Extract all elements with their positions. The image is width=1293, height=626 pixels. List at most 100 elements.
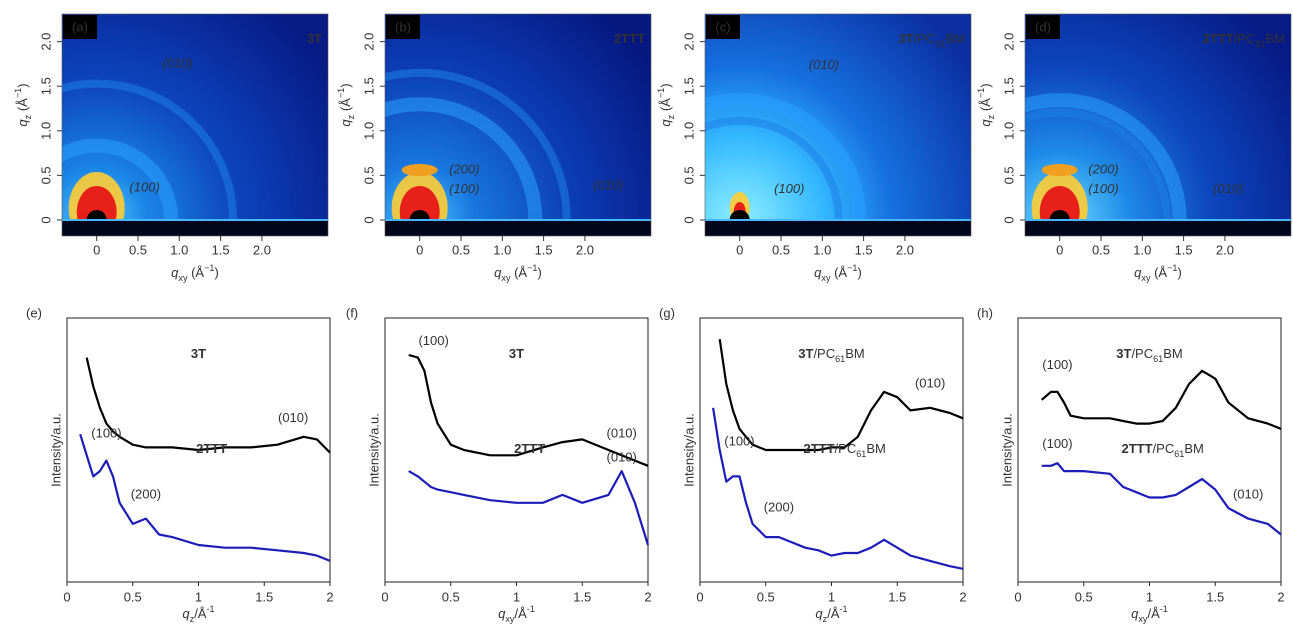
text-run: BM bbox=[866, 441, 886, 456]
text-run: /PC bbox=[1131, 346, 1153, 361]
x-tick-label: 2 bbox=[959, 589, 966, 604]
x-tick-label: 1 bbox=[195, 589, 202, 604]
x-tick-label: 1.5 bbox=[212, 242, 230, 257]
text-run: −1 bbox=[656, 88, 666, 98]
text-run: -1 bbox=[206, 604, 214, 614]
y-axis-label: Intensity/a.u. bbox=[366, 413, 381, 487]
text-run: (Å bbox=[658, 98, 673, 115]
y-tick-label: 1.0 bbox=[1001, 122, 1016, 140]
text-run: q bbox=[498, 606, 506, 621]
y-axis-label: Intensity/a.u. bbox=[681, 413, 696, 487]
text-run: ) bbox=[1177, 265, 1181, 280]
text-run: q bbox=[338, 119, 353, 127]
series-line bbox=[718, 338, 964, 452]
x-tick-label: 0.5 bbox=[1092, 242, 1110, 257]
text-run: ) bbox=[15, 83, 30, 87]
text-run: /Å bbox=[194, 606, 207, 621]
x-tick-label: 0.5 bbox=[452, 242, 470, 257]
text-run: −1 bbox=[13, 88, 23, 98]
y-axis-label: qz (Å−1) bbox=[336, 83, 356, 126]
text-run: q bbox=[1131, 606, 1139, 621]
text-run: −1 bbox=[847, 263, 857, 273]
text-run: q bbox=[815, 606, 823, 621]
text-run: BM bbox=[845, 346, 865, 361]
panel-label: (f) bbox=[346, 305, 358, 320]
y-tick-label: 0.5 bbox=[1001, 166, 1016, 184]
text-run: z bbox=[23, 114, 33, 119]
horizon bbox=[385, 219, 651, 236]
text-run: -1 bbox=[527, 604, 535, 614]
x-tick-label: 1.0 bbox=[1133, 242, 1151, 257]
x-tick-label: 1 bbox=[513, 589, 520, 604]
x-tick-label: 0 bbox=[93, 242, 100, 257]
text-run: xy bbox=[505, 614, 515, 624]
text-run: (Å bbox=[187, 265, 204, 280]
text-run: 2TTT bbox=[614, 31, 645, 46]
x-axis-label: qz/Å-1 bbox=[815, 604, 847, 624]
peak-label: (010) bbox=[1213, 181, 1243, 196]
peak-label: (010) bbox=[607, 426, 637, 441]
text-run: ) bbox=[978, 83, 993, 87]
series-label: 2TTT bbox=[514, 441, 545, 456]
text-run: 3T bbox=[1116, 346, 1131, 361]
x-axis-label: qxy/Å-1 bbox=[498, 604, 535, 624]
text-run: 3T bbox=[509, 346, 524, 361]
x-tick-label: 1.5 bbox=[855, 242, 873, 257]
text-run: BM bbox=[1184, 441, 1204, 456]
x-tick-label: 0.5 bbox=[442, 589, 460, 604]
text-run: BM bbox=[946, 31, 966, 46]
text-run: −1 bbox=[527, 263, 537, 273]
x-tick-label: 0.5 bbox=[124, 589, 142, 604]
frame bbox=[1024, 13, 1292, 237]
text-run: (Å bbox=[338, 98, 353, 115]
y-tick-label: 2.0 bbox=[38, 33, 53, 51]
text-run: z bbox=[823, 614, 828, 624]
text-run: ) bbox=[537, 265, 541, 280]
series-line bbox=[408, 353, 649, 467]
peak-label: (010) bbox=[593, 178, 623, 193]
text-run: 61 bbox=[1255, 39, 1265, 49]
text-run: 2TTT bbox=[1203, 31, 1234, 46]
x-tick-label: 1.0 bbox=[170, 242, 188, 257]
text-run: 61 bbox=[1174, 449, 1184, 459]
peak-label: (100) bbox=[1042, 357, 1072, 372]
text-run: (Å bbox=[15, 98, 30, 115]
x-tick-label: 1.0 bbox=[493, 242, 511, 257]
x-tick-label: 2 bbox=[644, 589, 651, 604]
x-tick-label: 1.0 bbox=[813, 242, 831, 257]
x-tick-label: 0 bbox=[696, 589, 703, 604]
peak-label: (200) bbox=[1088, 161, 1118, 176]
horizon bbox=[705, 219, 971, 236]
y-tick-label: 1.0 bbox=[681, 122, 696, 140]
peak-label: (200) bbox=[449, 161, 479, 176]
x-axis-label: qxy (Å−1) bbox=[494, 263, 542, 283]
text-run: -1 bbox=[1160, 604, 1168, 614]
x-tick-label: 0 bbox=[1056, 242, 1063, 257]
text-run: z bbox=[666, 114, 676, 119]
y-tick-label: 0.5 bbox=[38, 166, 53, 184]
text-run: z bbox=[986, 114, 996, 119]
x-tick-label: 1.5 bbox=[888, 589, 906, 604]
text-run: z bbox=[346, 114, 356, 119]
x-tick-label: 0 bbox=[736, 242, 743, 257]
x-tick-label: 1.5 bbox=[573, 589, 591, 604]
x-tick-label: 0 bbox=[416, 242, 423, 257]
text-run: xy bbox=[1138, 614, 1148, 624]
x-tick-label: 1.5 bbox=[1175, 242, 1193, 257]
x-tick-label: 2.0 bbox=[896, 242, 914, 257]
peak-label: (010) bbox=[278, 410, 308, 425]
y-tick-label: 0.5 bbox=[361, 166, 376, 184]
text-run: ) bbox=[214, 265, 218, 280]
y-tick-label: 1.0 bbox=[38, 122, 53, 140]
series-label: 3T/PC61BM bbox=[798, 346, 864, 364]
series-line bbox=[1041, 462, 1282, 536]
text-run: q bbox=[1134, 265, 1142, 280]
text-run: xy bbox=[501, 273, 511, 283]
x-tick-label: 2.0 bbox=[1216, 242, 1234, 257]
text-run: 3T bbox=[191, 346, 206, 361]
y-tick-label: 1.5 bbox=[38, 77, 53, 95]
peak-label: (100) bbox=[129, 179, 159, 194]
text-run: xy bbox=[178, 273, 188, 283]
